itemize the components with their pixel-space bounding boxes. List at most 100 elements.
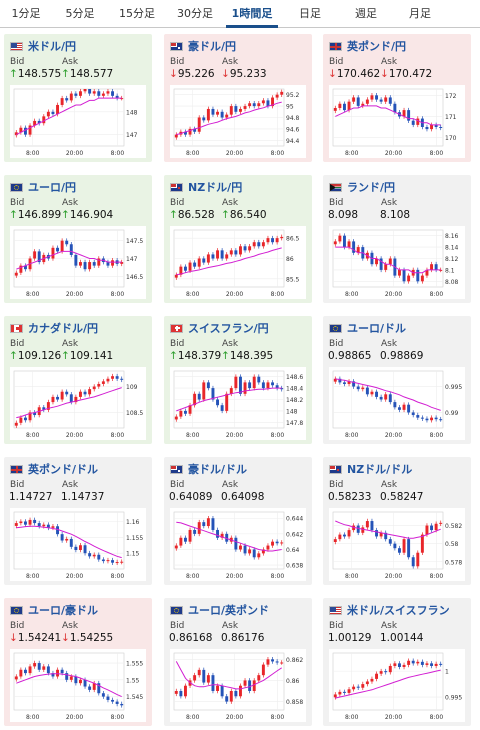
pair-title[interactable]: カナダドル/円 [10,321,98,335]
bid-label: Bid [10,480,25,490]
pair-name[interactable]: NZドル/円 [188,181,243,194]
rate-card[interactable]: ユーロ/豪ドル Bid Ask ↓1.54241 ↓1.54255 1.555 1.55 1.… [4,598,152,726]
pair-title[interactable]: スイスフラン/円 [170,321,269,335]
price-chart[interactable]: 147.5 147 146.5 8:00 20:00 8:00 [10,226,146,299]
pair-title[interactable]: 豪ドル/ドル [170,462,247,476]
candle [356,386,360,390]
pair-title[interactable]: NZドル/ドル [329,462,412,476]
price-chart[interactable]: 86.5 86 85.5 8:00 20:00 8:00 [170,226,306,299]
candle [430,417,434,421]
candle [46,402,50,410]
country-flag-icon [10,182,23,192]
rate-card[interactable]: 米ドル/円 Bid Ask ↑148.575 ↑148.577 148 147 8:00 20:… [4,34,152,162]
pair-title[interactable]: ユーロ/ドル [329,321,406,335]
candle [379,99,383,102]
candle [402,404,406,410]
price-chart[interactable]: 172 171 170 8:00 20:00 8:00 [329,85,465,158]
tab-2[interactable]: 5分足 [65,7,95,20]
moving-average-line [176,247,282,276]
pair-name[interactable]: ユーロ/円 [28,181,77,194]
tab-6[interactable]: 日足 [299,7,321,20]
pair-name[interactable]: 豪ドル/ドル [188,463,248,476]
pair-name[interactable]: 英ポンド/ドル [28,463,99,476]
rate-card[interactable]: 米ドル/スイスフラン Bid Ask 1.00129 1.00144 1 0.995 8:00… [323,598,471,726]
pair-name[interactable]: ユーロ/英ポンド [188,604,270,617]
rate-card[interactable]: ユーロ/英ポンド Bid Ask 0.86168 0.86176 0.862 0.86 0.8… [164,598,312,726]
pair-title[interactable]: 米ドル/円 [10,39,76,53]
rate-card[interactable]: 英ポンド/ドル Bid Ask 1.14727 1.14737 1.16 1.155 1.15… [4,457,152,585]
pair-name[interactable]: ユーロ/ドル [347,322,407,335]
pair-name[interactable]: 米ドル/スイスフラン [347,604,450,617]
candle [397,663,401,667]
pair-title[interactable]: 英ポンド/ドル [10,462,98,476]
rate-card[interactable]: 豪ドル/円 Bid Ask ↓95.226 ↓95.233 95.2 95 94.8 94.6 9… [164,34,312,162]
candle [248,382,252,389]
pair-title[interactable]: ユーロ/豪ドル [10,603,98,617]
x-tick-label: 8:00 [111,291,125,298]
pair-name[interactable]: カナダドル/円 [28,322,99,335]
price-chart[interactable]: 148 147 8:00 20:00 8:00 [10,85,146,158]
rate-card[interactable]: ユーロ/ドル Bid Ask 0.98865 0.98869 0.995 0.99 8:00 2… [323,316,471,444]
price-chart[interactable]: 0.995 0.99 8:00 20:00 8:00 [329,367,465,440]
price-chart[interactable]: 1.555 1.55 1.545 8:00 20:00 8:00 [10,649,146,722]
y-tick-label: 147 [126,132,138,139]
rate-card[interactable]: 豪ドル/ドル Bid Ask 0.64089 0.64098 0.644 0.642 0.64… [164,457,312,585]
country-flag-icon [10,464,23,474]
tab-4[interactable]: 30分足 [177,7,213,20]
pair-name[interactable]: ランド/円 [347,181,396,194]
rate-card[interactable]: ユーロ/円 Bid Ask ↑146.899 ↑146.904 147.5 147 146.5… [4,175,152,303]
x-tick-label: 8:00 [26,291,40,298]
bid-price: 0.58233 [328,491,372,503]
pair-title[interactable]: NZドル/円 [170,180,242,194]
rate-card[interactable]: ランド/円 Bid Ask 8.098 8.108 8.16 8.14 8.12 8.1 8.08… [323,175,471,303]
candle [411,557,415,567]
pair-title[interactable]: ユーロ/英ポンド [170,603,269,617]
candle [430,264,434,270]
ask-price: 1.00144 [380,632,424,644]
plot-area [173,652,285,711]
tab-3[interactable]: 15分足 [119,7,155,20]
rate-card[interactable]: 英ポンド/円 Bid Ask ↓170.462 ↓170.472 172 171 170 8:0… [323,34,471,162]
price-chart[interactable]: 8.16 8.14 8.12 8.1 8.08 8:00 20:00 8:00 [329,226,465,299]
candle [333,378,337,382]
tab-7[interactable]: 週足 [355,7,377,20]
price-chart[interactable]: 1.16 1.155 1.15 8:00 20:00 8:00 [10,508,146,581]
country-flag-icon [170,323,183,333]
price-chart[interactable]: 109 108.5 8:00 20:00 8:00 [10,367,146,440]
pair-title[interactable]: ユーロ/円 [10,180,76,194]
price-chart[interactable]: 1 0.995 8:00 20:00 8:00 [329,649,465,722]
pair-title[interactable]: 米ドル/スイスフラン [329,603,450,617]
price-chart[interactable]: 0.644 0.642 0.64 0.638 8:00 20:00 8:00 [170,508,306,581]
pair-name[interactable]: NZドル/ドル [347,463,413,476]
price-chart[interactable]: 0.582 0.58 0.578 8:00 20:00 8:00 [329,508,465,581]
candle [225,696,229,702]
price-chart[interactable]: 95.2 95 94.8 94.6 94.4 8:00 20:00 8:00 [170,85,306,158]
candle [78,679,82,684]
rate-card[interactable]: カナダドル/円 Bid Ask ↑109.126 ↑109.141 109 108.5 8:0… [4,316,152,444]
pair-name[interactable]: 豪ドル/円 [188,40,237,53]
pair-name[interactable]: スイスフラン/円 [188,322,269,335]
price-chart[interactable]: 148.6 148.4 148.2 148 147.8 8:00 20:00 8:00 [170,367,306,440]
rate-card[interactable]: NZドル/円 Bid Ask ↑86.528 ↑86.540 86.5 86 85.5 8:00… [164,175,312,303]
candlestick-chart: 147.5 147 146.5 8:00 20:00 8:00 [13,229,143,298]
candlestick-chart: 1.16 1.155 1.15 8:00 20:00 8:00 [13,511,143,580]
tab-5[interactable]: 1時間足 [226,0,278,28]
pair-title[interactable]: 豪ドル/円 [170,39,236,53]
pair-name[interactable]: 英ポンド/円 [347,40,407,53]
rate-card[interactable]: スイスフラン/円 Bid Ask ↑148.379 ↑148.395 148.6 148.4… [164,316,312,444]
candle [56,396,60,400]
moving-average-line [16,673,122,698]
ask-label: Ask [62,57,79,67]
pair-name[interactable]: ユーロ/豪ドル [28,604,99,617]
tab-8[interactable]: 月足 [409,7,431,20]
pair-name[interactable]: 米ドル/円 [28,40,77,53]
candle [120,703,124,706]
rate-card[interactable]: NZドル/ドル Bid Ask 0.58233 0.58247 0.582 0.58 0.57… [323,457,471,585]
tab-1[interactable]: 1分足 [11,7,41,20]
moving-average-line [16,250,122,270]
price-chart[interactable]: 0.862 0.86 0.858 8:00 20:00 8:00 [170,649,306,722]
candle [101,559,105,562]
pair-title[interactable]: ランド/円 [329,180,395,194]
pair-title[interactable]: 英ポンド/円 [329,39,406,53]
